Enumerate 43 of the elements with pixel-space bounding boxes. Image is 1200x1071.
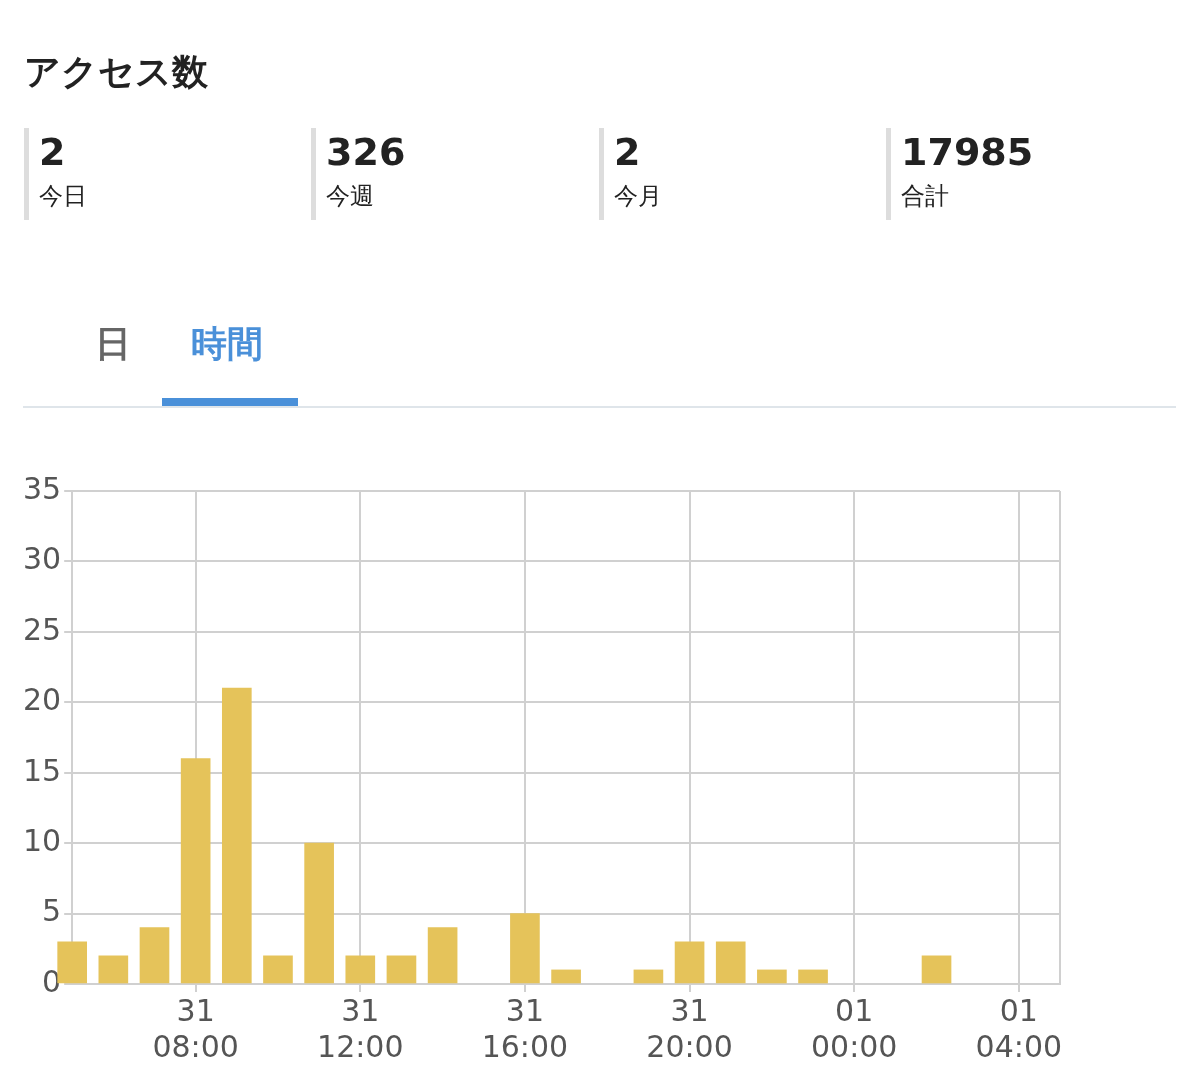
bar (510, 913, 540, 984)
x-tick-label: 31 20:00 (646, 992, 733, 1064)
bar (674, 941, 705, 984)
bar (263, 955, 293, 984)
y-tick-label: 25 (22, 611, 62, 647)
bar (798, 969, 828, 984)
text: 2 (39, 129, 67, 176)
y-tick-label: 20 (22, 682, 62, 718)
text: 合計 (901, 181, 950, 212)
bar (551, 969, 581, 984)
y-tick-label: 5 (42, 893, 62, 929)
text: 今週 (326, 181, 375, 212)
text: 時間 (191, 322, 263, 366)
text: 日 (95, 322, 131, 366)
x-tick-label: 01 04:00 (975, 992, 1063, 1064)
y-tick-label: 10 (22, 822, 62, 858)
text: 326 (326, 129, 406, 176)
bar (715, 941, 746, 984)
bar (633, 969, 664, 984)
y-tick-label: 0 (42, 963, 62, 999)
text: 今月 (614, 181, 662, 212)
bar (221, 687, 252, 984)
x-tick-label: 31 16:00 (481, 992, 569, 1064)
bar (304, 842, 334, 984)
bar (345, 955, 376, 984)
x-tick-label: 01 00:00 (810, 992, 898, 1064)
y-tick-label: 35 (22, 470, 62, 506)
chart-title: アクセス数 (24, 50, 208, 94)
bar (180, 758, 211, 984)
text: 2 (614, 129, 642, 176)
bar (921, 955, 952, 984)
x-tick-label: 31 08:00 (152, 992, 239, 1064)
bar (386, 955, 417, 984)
x-tick-label: 31 12:00 (317, 992, 404, 1064)
bar (757, 969, 787, 984)
text: 今日 (39, 181, 87, 212)
text: 17985 (901, 129, 1034, 176)
y-tick-label: 30 (22, 541, 62, 577)
bar (98, 955, 129, 984)
bar (57, 941, 87, 984)
y-tick-label: 15 (22, 752, 62, 788)
bar (427, 927, 458, 984)
bar (139, 927, 170, 984)
